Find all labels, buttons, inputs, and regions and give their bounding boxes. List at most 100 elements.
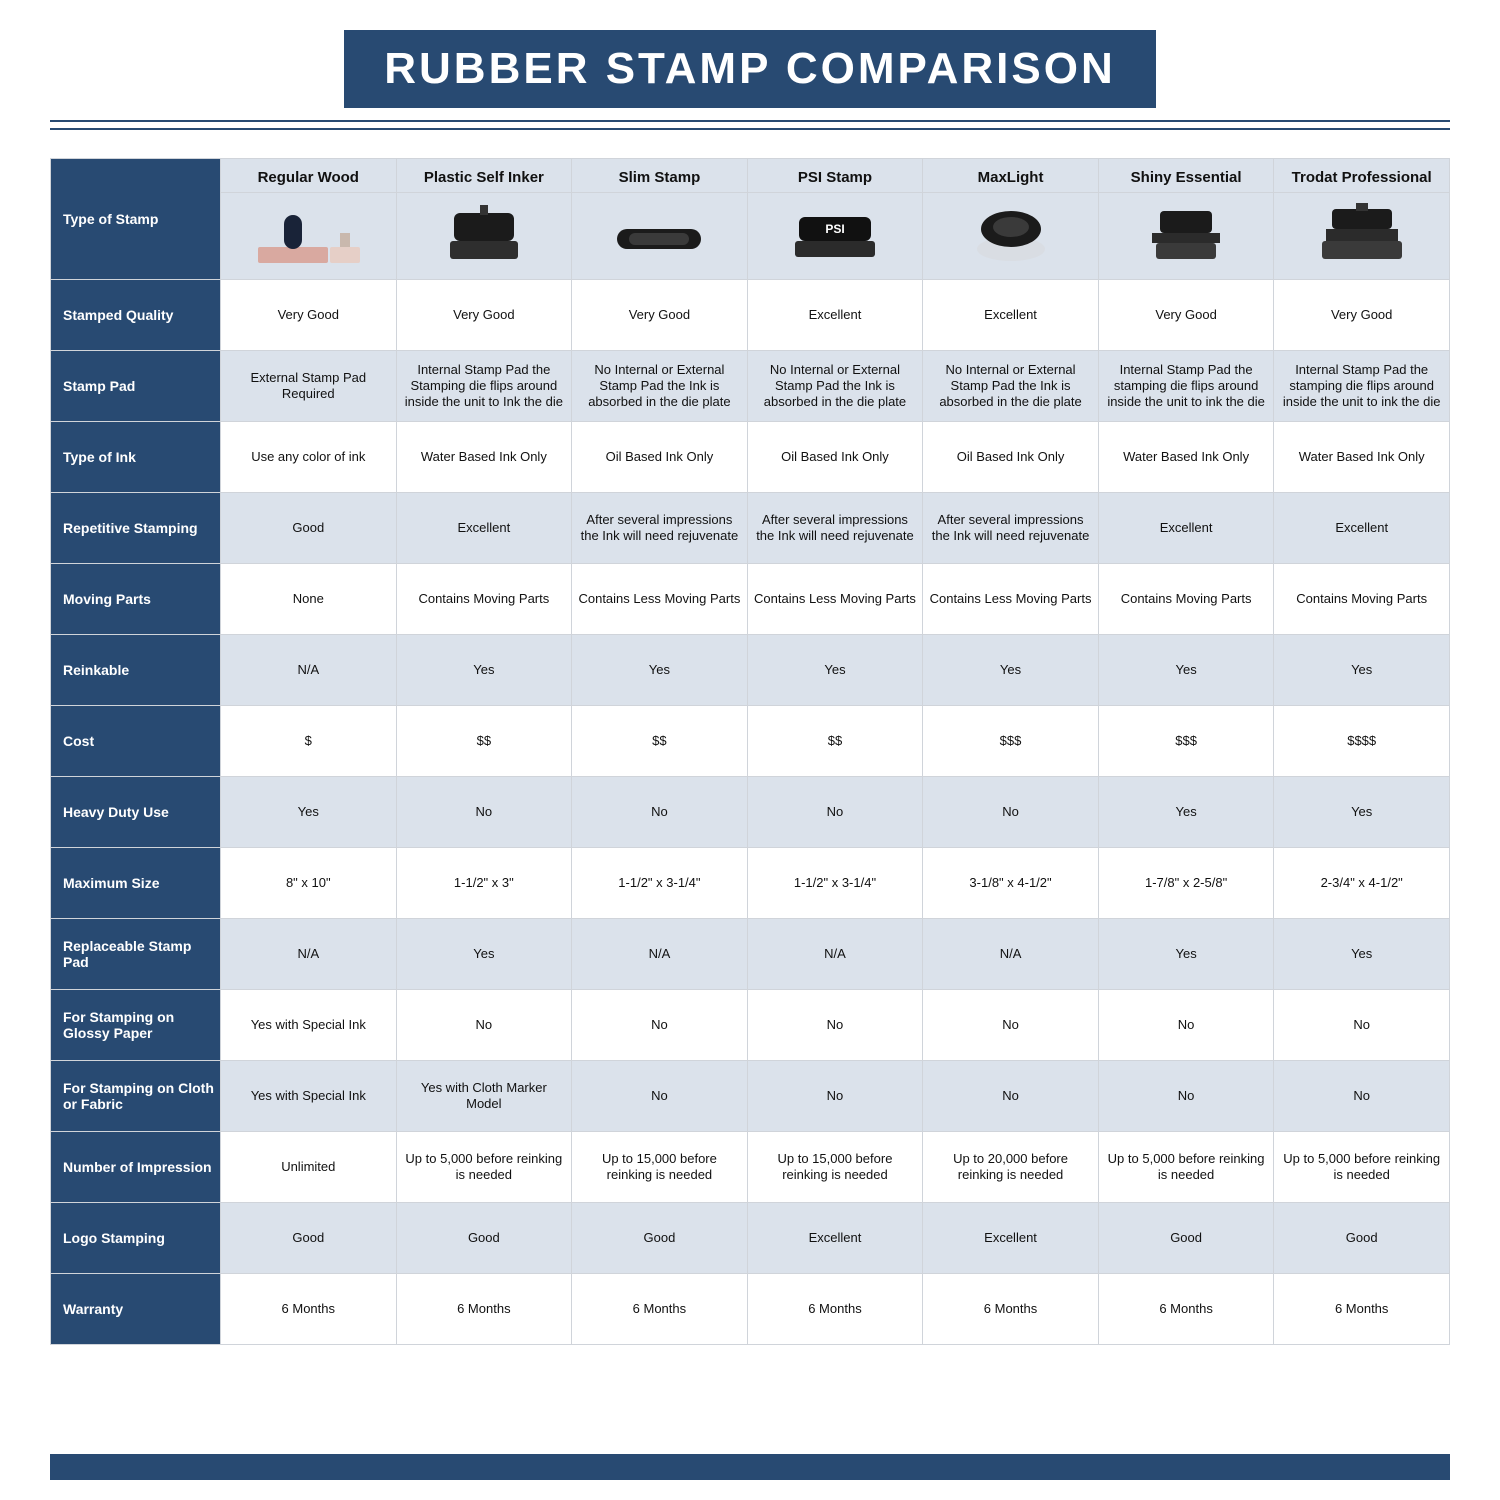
table-cell: After several impressions the Ink will n… (923, 493, 1099, 564)
table-cell: Very Good (1098, 280, 1274, 351)
table-cell: Water Based Ink Only (1098, 422, 1274, 493)
stamp-thumbnail (396, 193, 572, 280)
row-label: Warranty (51, 1274, 221, 1345)
table-cell: 6 Months (572, 1274, 748, 1345)
table-row: Stamp PadExternal Stamp Pad Required Inte… (51, 351, 1450, 422)
slim-stamp-icon (578, 201, 741, 271)
table-header-row: Type of Stamp Regular WoodPlastic Self I… (51, 159, 1450, 193)
stamp-thumbnail (221, 193, 397, 280)
table-cell: Good (572, 1203, 748, 1274)
rule-bottom (50, 128, 1450, 130)
table-cell: Good (221, 493, 397, 564)
table-cell: Up to 15,000 before reinking is needed (572, 1132, 748, 1203)
table-cell: Contains Moving Parts (1098, 564, 1274, 635)
table-row: Maximum Size8" x 10"1-1/2" x 3"1-1/2" x … (51, 848, 1450, 919)
page-title: RUBBER STAMP COMPARISON (344, 30, 1155, 108)
self-inker-stamp-icon (403, 201, 566, 271)
table-cell: $$$ (923, 706, 1099, 777)
table-row: Heavy Duty UseYesNoNoNoNoYesYes (51, 777, 1450, 848)
table-cell: 6 Months (923, 1274, 1099, 1345)
table-cell: Yes (1274, 777, 1450, 848)
table-cell: Internal Stamp Pad the stamping die flip… (1098, 351, 1274, 422)
table-cell: No (1098, 990, 1274, 1061)
table-cell: Excellent (923, 1203, 1099, 1274)
table-cell: Good (221, 1203, 397, 1274)
column-header: Slim Stamp (572, 159, 748, 193)
stamp-thumbnail (923, 193, 1099, 280)
table-cell: Yes (1274, 635, 1450, 706)
table-cell: $$ (396, 706, 572, 777)
table-cell: No (1098, 1061, 1274, 1132)
table-cell: Good (1274, 1203, 1450, 1274)
table-cell: Yes (221, 777, 397, 848)
table-cell: Excellent (747, 280, 923, 351)
page: RUBBER STAMP COMPARISON Type of Stamp Re… (0, 0, 1500, 1500)
table-cell: 6 Months (1274, 1274, 1450, 1345)
table-row: Cost$$$$$$$$$$$$$$$$$ (51, 706, 1450, 777)
table-cell: Contains Less Moving Parts (572, 564, 748, 635)
comparison-table: Type of Stamp Regular WoodPlastic Self I… (50, 158, 1450, 1345)
table-cell: Yes (747, 635, 923, 706)
row-label: Cost (51, 706, 221, 777)
table-cell: No Internal or External Stamp Pad the In… (747, 351, 923, 422)
row-label: Heavy Duty Use (51, 777, 221, 848)
row-label: Repetitive Stamping (51, 493, 221, 564)
row-label: Moving Parts (51, 564, 221, 635)
shiny-stamp-icon (1105, 201, 1268, 271)
column-header: Trodat Professional (1274, 159, 1450, 193)
column-header: Plastic Self Inker (396, 159, 572, 193)
psi-stamp-icon: PSI (754, 201, 917, 271)
table-cell: No (396, 990, 572, 1061)
table-cell: Yes with Cloth Marker Model (396, 1061, 572, 1132)
table-cell: Yes (1274, 919, 1450, 990)
table-cell: Very Good (572, 280, 748, 351)
table-cell: Yes (572, 635, 748, 706)
table-cell: Contains Moving Parts (396, 564, 572, 635)
table-row: Type of InkUse any color of inkWater Bas… (51, 422, 1450, 493)
column-header: Shiny Essential (1098, 159, 1274, 193)
table-cell: Yes (923, 635, 1099, 706)
table-row: Repetitive StampingGood Excellent After se… (51, 493, 1450, 564)
table-row: Warranty6 Months6 Months6 Months6 Months… (51, 1274, 1450, 1345)
row-label: Stamp Pad (51, 351, 221, 422)
table-row: Stamped QualityVery GoodVery GoodVery Go… (51, 280, 1450, 351)
table-cell: After several impressions the Ink will n… (747, 493, 923, 564)
table-cell: Good (396, 1203, 572, 1274)
rule-top (50, 120, 1450, 122)
trodat-stamp-icon (1280, 201, 1443, 271)
table-cell: Water Based Ink Only (396, 422, 572, 493)
row-label: For Stamping on Cloth or Fabric (51, 1061, 221, 1132)
table-cell: Excellent (1274, 493, 1450, 564)
column-header: MaxLight (923, 159, 1099, 193)
row-label: Stamped Quality (51, 280, 221, 351)
table-cell: Contains Less Moving Parts (747, 564, 923, 635)
stamp-thumbnail: PSI (747, 193, 923, 280)
table-cell: Yes (396, 635, 572, 706)
table-cell: No (747, 1061, 923, 1132)
table-row: Logo StampingGoodGoodGoodExcellentExcell… (51, 1203, 1450, 1274)
table-cell: $$ (747, 706, 923, 777)
table-cell: $$$ (1098, 706, 1274, 777)
table-cell: Yes (1098, 635, 1274, 706)
table-cell: N/A (221, 919, 397, 990)
table-cell: Unlimited (221, 1132, 397, 1203)
row-label: Maximum Size (51, 848, 221, 919)
table-cell: 2-3/4" x 4-1/2" (1274, 848, 1450, 919)
table-cell: Very Good (221, 280, 397, 351)
table-cell: No (572, 1061, 748, 1132)
corner-label: Type of Stamp (51, 159, 221, 280)
table-cell: No Internal or External Stamp Pad the In… (923, 351, 1099, 422)
table-cell: No Internal or External Stamp Pad the In… (572, 351, 748, 422)
table-row: ReinkableN/AYesYesYesYesYesYes (51, 635, 1450, 706)
table-cell: Contains Less Moving Parts (923, 564, 1099, 635)
table-row: Replaceable Stamp PadN/AYesN/AN/AN/AYesY… (51, 919, 1450, 990)
table-cell: $$ (572, 706, 748, 777)
table-cell: No (1274, 990, 1450, 1061)
table-cell: External Stamp Pad Required (221, 351, 397, 422)
table-photo-row: PSI (51, 193, 1450, 280)
table-cell: Up to 20,000 before reinking is needed (923, 1132, 1099, 1203)
table-row: For Stamping on Glossy PaperYes with Spe… (51, 990, 1450, 1061)
table-cell: 6 Months (221, 1274, 397, 1345)
table-cell: N/A (747, 919, 923, 990)
table-cell: No (396, 777, 572, 848)
